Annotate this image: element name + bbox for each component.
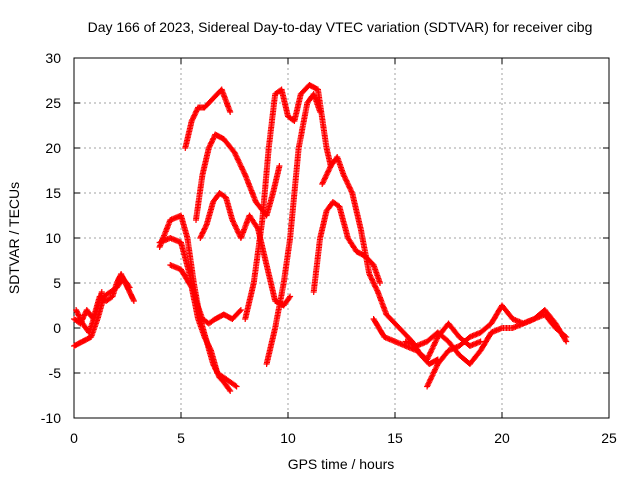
series-track-g: [182, 86, 234, 151]
x-tick-label: 20: [494, 430, 510, 446]
series-marks: [182, 86, 234, 151]
y-tick-label: -10: [41, 410, 61, 426]
y-tick-label: -5: [49, 365, 62, 381]
series-track-e: [167, 262, 240, 390]
series-track-p: [402, 311, 570, 367]
y-tick-label: 15: [45, 185, 61, 201]
x-tick-label: 5: [177, 430, 185, 446]
series-marks: [167, 262, 240, 390]
x-tick-label: 15: [387, 430, 403, 446]
series-track-i: [197, 190, 294, 309]
series-marks: [156, 235, 244, 327]
x-tick-label: 10: [280, 430, 296, 446]
series-marks: [310, 199, 383, 295]
series-track-m: [319, 154, 441, 367]
series-marks: [319, 154, 441, 367]
y-tick-label: 10: [45, 230, 61, 246]
y-axis-label: SDTVAR / TECUs: [6, 182, 22, 294]
grid: [74, 58, 609, 418]
series-track-l: [310, 199, 383, 295]
chart-title: Day 166 of 2023, Sidereal Day-to-day VTE…: [88, 19, 593, 35]
series-track-k: [263, 91, 324, 367]
series-marks: [197, 190, 294, 309]
series-marks: [73, 289, 105, 336]
y-tick-label: 30: [45, 50, 61, 66]
y-tick-label: 20: [45, 140, 61, 156]
series-track-c: [73, 289, 105, 336]
axis-ticks: 0 5 10 15 20 25 -10 -5 0 5 10 15 20 25 30: [41, 50, 617, 446]
series-track-b: [71, 275, 133, 349]
series-track-j: [242, 82, 334, 322]
y-tick-label: 0: [53, 320, 61, 336]
x-tick-label: 25: [601, 430, 617, 446]
x-tick-label: 0: [70, 430, 78, 446]
data-layer: [71, 82, 570, 394]
x-axis-label: GPS time / hours: [288, 456, 395, 472]
y-tick-label: 5: [53, 275, 61, 291]
y-tick-label: 25: [45, 95, 61, 111]
series-track-f: [156, 235, 244, 327]
